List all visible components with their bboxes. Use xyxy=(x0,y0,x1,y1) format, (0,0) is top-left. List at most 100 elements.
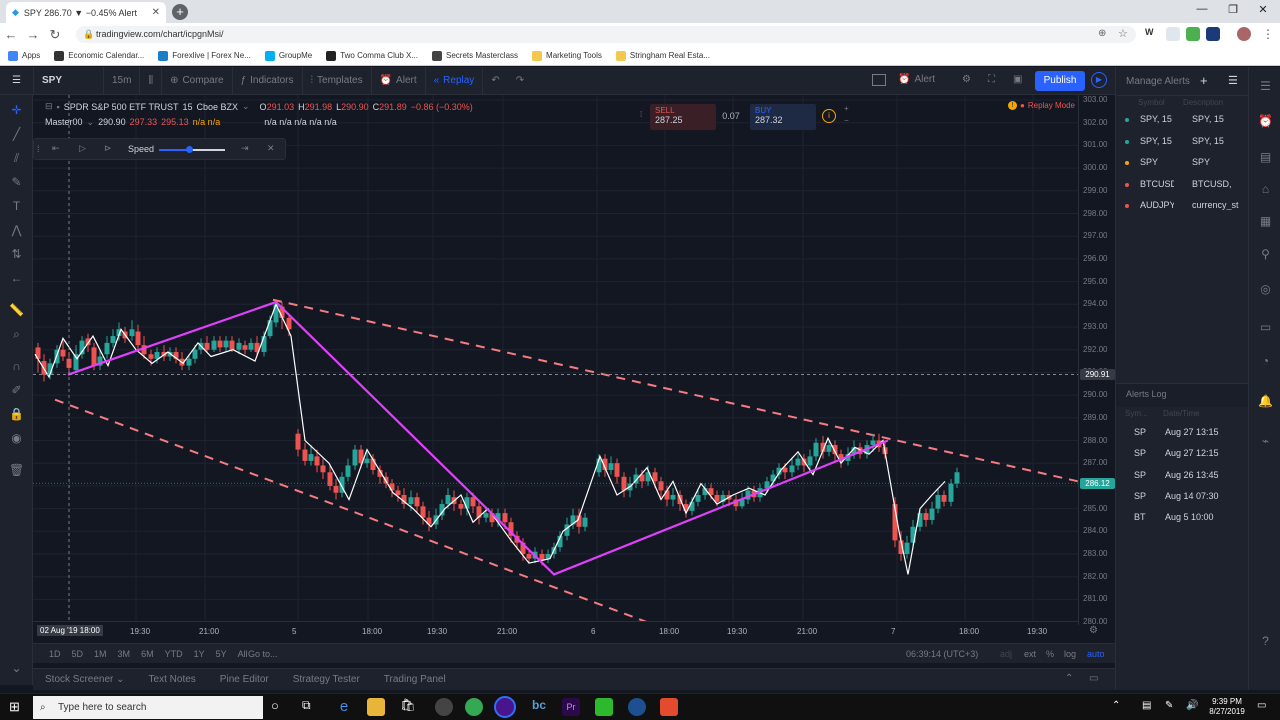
indicator-name[interactable]: Master00 xyxy=(45,117,83,127)
browser-tab[interactable]: ◆ SPY 286.70 ▼ −0.45% Alert ✕ xyxy=(6,2,166,23)
list-menu-icon[interactable]: ☰ xyxy=(1228,75,1238,87)
chrome-menu-icon[interactable]: ⋮ xyxy=(1262,27,1274,41)
layout-icon[interactable] xyxy=(872,74,886,86)
bookmark-item[interactable]: GroupMe xyxy=(264,50,312,61)
bookmark-folder[interactable]: Stringham Real Esta... xyxy=(615,50,710,61)
alert-list-item[interactable]: SPY SPY xyxy=(1116,154,1249,176)
chart-pane[interactable] xyxy=(33,95,1115,643)
text-tool-icon[interactable]: T xyxy=(12,199,21,213)
chevron-down-icon[interactable]: ⌄ xyxy=(11,661,22,675)
app-c-icon[interactable] xyxy=(660,698,678,716)
bell-icon[interactable]: 🔔 xyxy=(1258,394,1273,408)
info-icon[interactable]: i xyxy=(822,109,836,123)
trash-icon[interactable]: 🗑 xyxy=(9,463,25,477)
cortana-icon[interactable]: ○ xyxy=(271,698,279,713)
windows-start-icon[interactable]: ⊞ xyxy=(9,699,20,714)
bookmark-item[interactable]: Secrets Masterclass xyxy=(432,50,518,61)
extension-icon-4[interactable] xyxy=(1206,27,1220,41)
bookmark-star-icon[interactable]: ☆ xyxy=(1118,28,1128,40)
alert-log-item[interactable]: BT Aug 5 10:00 xyxy=(1116,507,1249,528)
drag-handle-icon[interactable]: ⁞ xyxy=(640,110,643,119)
buy-button[interactable]: BUY 287.32 xyxy=(750,104,816,130)
zoom-icon[interactable]: ⌕ xyxy=(13,327,20,341)
range-button-3m[interactable]: 3M xyxy=(117,649,131,659)
redo-button[interactable]: ↷ xyxy=(508,67,532,94)
range-button-all[interactable]: All xyxy=(237,649,248,659)
bookmark-item[interactable]: Economic Calendar... xyxy=(54,50,144,61)
range-button-1m[interactable]: 1M xyxy=(94,649,107,659)
watchlist-icon[interactable]: ☰ xyxy=(1260,79,1271,93)
alert-log-item[interactable]: SP Aug 26 13:45 xyxy=(1116,465,1249,486)
eye-icon[interactable]: ▪ xyxy=(56,101,60,112)
hamburger-menu-icon[interactable]: ☰ xyxy=(12,75,21,86)
jump-to-realtime-icon[interactable]: ⇥ xyxy=(241,143,249,153)
drag-handle-icon[interactable]: ⁞ xyxy=(37,144,40,154)
hotlist-icon[interactable]: ⌂ xyxy=(1261,182,1270,196)
tab-stock-screener[interactable]: Stock Screener ⌄ xyxy=(45,674,125,685)
back-icon[interactable]: ← xyxy=(4,27,18,42)
play-circle-icon[interactable]: ▶ xyxy=(1091,72,1107,88)
close-tab-icon[interactable]: ✕ xyxy=(151,7,160,18)
range-button-ytd[interactable]: YTD xyxy=(164,649,183,659)
chrome-icon[interactable] xyxy=(494,696,516,718)
pencil-lock-icon[interactable]: ✐ xyxy=(11,383,22,397)
taskbar-search[interactable]: ⌕ Type here to search xyxy=(33,696,263,719)
select-bar-icon[interactable]: ⇤ xyxy=(52,143,60,153)
stream-chart-icon[interactable]: ⌁ xyxy=(1261,434,1270,448)
ideas-bulb-icon[interactable]: ⚲ xyxy=(1261,247,1270,261)
recorder-icon[interactable] xyxy=(628,698,646,716)
chevron-down-icon[interactable]: ⌄ xyxy=(86,117,95,127)
alert-list-item[interactable]: SPY, 15 SPY, 15 xyxy=(1116,133,1249,155)
settings-gear-icon[interactable]: ⚙ xyxy=(962,74,971,85)
collapse-legend-icon[interactable]: ⊟ xyxy=(45,101,53,111)
tab-text-notes[interactable]: Text Notes xyxy=(148,674,196,685)
play-icon[interactable]: ▷ xyxy=(79,143,86,153)
store-icon[interactable]: 🛍 xyxy=(400,698,416,712)
trendline-icon[interactable]: ╱ xyxy=(12,127,21,141)
alert-list-item[interactable]: SPY, 15 SPY, 15 xyxy=(1116,111,1249,133)
fullscreen-icon[interactable]: ⛶ xyxy=(988,74,995,85)
minimize-button[interactable]: — xyxy=(1196,3,1208,15)
bookmark-folder[interactable]: Marketing Tools xyxy=(532,50,602,61)
range-button-6m[interactable]: 6M xyxy=(141,649,154,659)
undo-button[interactable]: ↶ xyxy=(482,67,507,94)
range-button-5d[interactable]: 5D xyxy=(71,649,84,659)
bookmark-item[interactable]: Forexlive | Forex Ne... xyxy=(158,50,251,61)
network-icon[interactable]: ▤ xyxy=(1142,700,1152,711)
bar-style-button[interactable]: ⫼ xyxy=(139,67,161,94)
pattern-icon[interactable]: ⋀ xyxy=(11,223,22,237)
app-icon[interactable] xyxy=(435,698,453,716)
data-window-icon[interactable]: ▤ xyxy=(1259,150,1272,164)
manage-alerts-title[interactable]: Manage Alerts xyxy=(1126,76,1190,87)
tab-strategy-tester[interactable]: Strategy Tester xyxy=(292,674,360,685)
price-scale[interactable]: 303.00 302.00 301.00 300.00 299.00 298.00 297.… xyxy=(1078,95,1115,626)
reload-icon[interactable]: ↻ xyxy=(49,26,61,42)
alert-right-button[interactable]: ⏰ Alert xyxy=(898,74,936,85)
taskbar-clock[interactable]: 9:39 PM 8/27/2019 xyxy=(1209,697,1245,716)
alert-log-item[interactable]: SP Aug 27 13:15 xyxy=(1116,422,1249,443)
ext-toggle[interactable]: ext xyxy=(1024,649,1037,659)
sell-button[interactable]: SELL 287.25 xyxy=(650,104,716,130)
new-tab-button[interactable]: + xyxy=(172,4,188,20)
streams-icon[interactable]: ◎ xyxy=(1260,282,1271,296)
alerts-clock-icon[interactable]: ⏰ xyxy=(1258,114,1273,128)
close-window-button[interactable]: ✕ xyxy=(1258,4,1268,16)
alert-log-item[interactable]: SP Aug 14 07:30 xyxy=(1116,486,1249,507)
maximize-panel-icon[interactable]: ▭ xyxy=(1089,673,1099,684)
eye-icon[interactable]: ◉ xyxy=(11,431,22,445)
maximize-button[interactable]: ❐ xyxy=(1228,4,1238,16)
auto-toggle[interactable]: auto xyxy=(1087,649,1105,659)
camera-icon[interactable]: ▣ xyxy=(1013,74,1023,85)
help-icon[interactable]: ? xyxy=(1262,634,1269,648)
range-button-5y[interactable]: 5Y xyxy=(215,649,227,659)
compare-button[interactable]: ⊕ Compare xyxy=(161,67,232,94)
symbol-search-button[interactable]: SPY xyxy=(33,67,103,94)
price-chart[interactable] xyxy=(33,95,1078,621)
calendar-icon[interactable]: ▦ xyxy=(1259,214,1272,228)
interval-button[interactable]: 15m xyxy=(103,67,139,94)
forward-icon[interactable]: → xyxy=(26,27,40,42)
edge-icon[interactable]: e xyxy=(339,698,349,715)
bookmark-item[interactable]: Two Comma Club X... xyxy=(326,50,418,61)
alert-list-item[interactable]: BTCUSD BTCUSD, xyxy=(1116,176,1249,198)
crosshair-icon[interactable]: ✛ xyxy=(11,103,22,117)
